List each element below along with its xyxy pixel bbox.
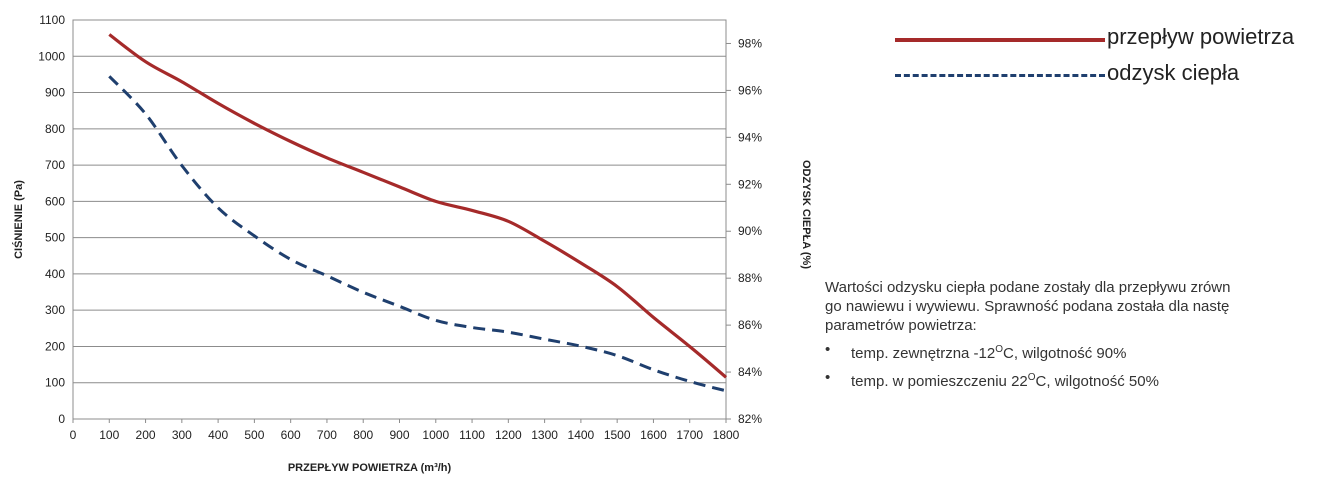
x-tick-label: 1100: [459, 428, 485, 442]
note-text: temp. zewnętrzna -12: [851, 345, 995, 362]
y2-tick-label: 94%: [738, 130, 762, 144]
legend: przepływ powietrza odzysk ciepła: [895, 22, 1331, 94]
y-tick-label: 600: [45, 194, 65, 208]
x-tick-label: 500: [244, 428, 264, 442]
x-tick-label: 1800: [713, 428, 740, 442]
y2-tick-label: 96%: [738, 83, 762, 97]
x-tick-label: 300: [172, 428, 192, 442]
note-text: C, wilgotność 90%: [1003, 345, 1126, 362]
y2-tick-label: 84%: [738, 365, 762, 379]
note-text: temp. w pomieszczeniu 22: [851, 373, 1028, 390]
note-line: Wartości odzysku ciepła podane zostały d…: [825, 278, 1331, 297]
y-tick-label: 0: [58, 412, 65, 426]
note-bullet-item: • temp. w pomieszczeniu 22OC, wilgotność…: [825, 368, 1331, 391]
x-tick-label: 1500: [604, 428, 631, 442]
y-axis-right-title: ODZYSK CIEPŁA (%): [800, 160, 812, 269]
y-tick-label: 400: [45, 267, 65, 281]
x-axis-ticks: 0 100 200 300 400 500 600 700 800 900 1000 1100 1200…: [70, 419, 740, 442]
y2-tick-label: 98%: [738, 36, 762, 50]
legend-item-airflow: przepływ powietrza: [895, 22, 1331, 58]
y-tick-label: 500: [45, 231, 65, 245]
x-tick-label: 1600: [640, 428, 667, 442]
legend-label: odzysk ciepła: [1107, 60, 1239, 86]
heat-recovery-note: Wartości odzysku ciepła podane zostały d…: [825, 278, 1331, 391]
x-axis-title: PRZEPŁYW POWIETRZA (m³/h): [288, 462, 452, 474]
x-tick-label: 700: [317, 428, 337, 442]
legend-label: przepływ powietrza: [1107, 24, 1294, 50]
y-axis-left-title: CIŚNIENIE (Pa): [12, 180, 25, 259]
y-tick-label: 200: [45, 339, 65, 353]
series-line-airflow: [109, 35, 726, 378]
y-tick-label: 900: [45, 86, 65, 100]
y-tick-label: 300: [45, 303, 65, 317]
note-text: C, wilgotność 50%: [1036, 373, 1159, 390]
x-tick-label: 1300: [531, 428, 558, 442]
x-tick-label: 600: [281, 428, 301, 442]
series-layer: [109, 35, 726, 391]
note-bullet-list: • temp. zewnętrzna -12OC, wilgotność 90%…: [825, 340, 1331, 391]
x-tick-label: 100: [99, 428, 119, 442]
y-tick-label: 100: [45, 376, 65, 390]
y-tick-label: 800: [45, 122, 65, 136]
y2-tick-label: 92%: [738, 177, 762, 191]
degree-superscript: O: [1028, 372, 1036, 383]
legend-item-heat-recovery: odzysk ciepła: [895, 58, 1331, 94]
y2-tick-label: 82%: [738, 412, 762, 426]
x-tick-label: 200: [136, 428, 156, 442]
note-line: go nawiewu i wywiewu. Sprawność podana z…: [825, 297, 1331, 316]
series-line-heat-recovery: [109, 76, 726, 391]
y-tick-label: 1000: [38, 49, 65, 63]
y2-tick-label: 86%: [738, 318, 762, 332]
y-tick-label: 1100: [39, 13, 65, 27]
y2-tick-label: 90%: [738, 224, 762, 238]
x-tick-label: 900: [389, 428, 409, 442]
legend-swatch-solid: [895, 38, 1105, 42]
x-tick-label: 1000: [422, 428, 449, 442]
y-axis-right-ticks: 82% 84% 86% 88% 90% 92% 94% 96% 98%: [726, 36, 762, 426]
x-tick-label: 1400: [568, 428, 595, 442]
y-tick-label: 700: [45, 158, 65, 172]
y2-tick-label: 88%: [738, 271, 762, 285]
legend-swatch-dashed: [895, 74, 1105, 77]
bullet-marker: •: [825, 340, 830, 359]
x-tick-label: 0: [70, 428, 77, 442]
x-tick-label: 400: [208, 428, 228, 442]
x-tick-label: 1200: [495, 428, 522, 442]
note-bullet-item: • temp. zewnętrzna -12OC, wilgotność 90%: [825, 340, 1331, 363]
dual-axis-line-chart: 0 100 200 300 400 500 600 700 800 900 1000 1100 1200…: [0, 0, 820, 483]
x-tick-label: 800: [353, 428, 373, 442]
note-line: parametrów powietrza:: [825, 316, 1331, 335]
degree-superscript: O: [995, 344, 1003, 355]
y-axis-left-ticks: 0 100 200 300 400 500 600 700 800 900 1000 1100: [38, 13, 65, 426]
bullet-marker: •: [825, 368, 830, 387]
x-tick-label: 1700: [676, 428, 703, 442]
